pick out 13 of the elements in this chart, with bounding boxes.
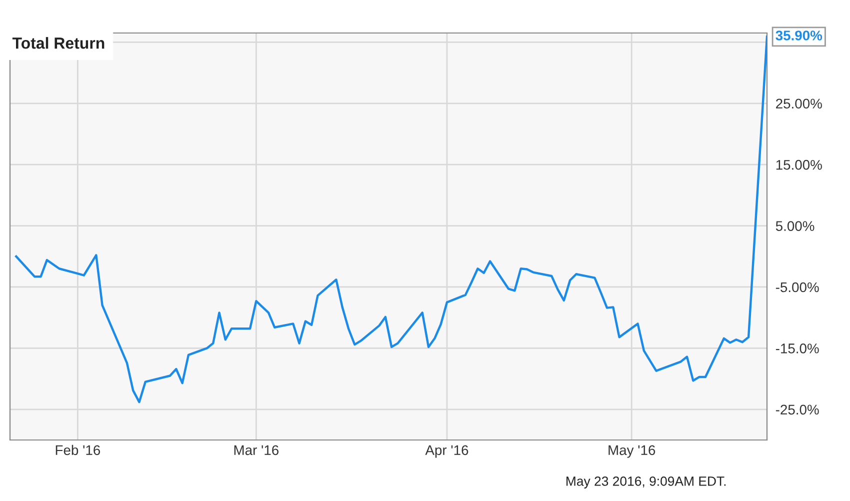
text: May 23 2016, 9:09AM EDT. [566,476,726,488]
y-tick-label: -25.0% [776,404,819,415]
x-tick-label: Apr '16 [425,445,468,458]
y-tick-label: 15.00% [776,160,822,170]
y-tick-label: 25.00% [776,98,822,109]
y-tick-label: -5.00% [776,282,819,292]
chart-title: Total Return [12,37,104,49]
annotation: 35.90% [776,30,822,40]
y-tick-label: -15.0% [776,344,819,354]
x-tick-label: Mar '16 [234,445,279,456]
x-tick-label: Feb '16 [56,444,100,456]
y-tick-label: 5.00% [776,221,814,231]
x-tick-label: May '16 [608,445,656,458]
